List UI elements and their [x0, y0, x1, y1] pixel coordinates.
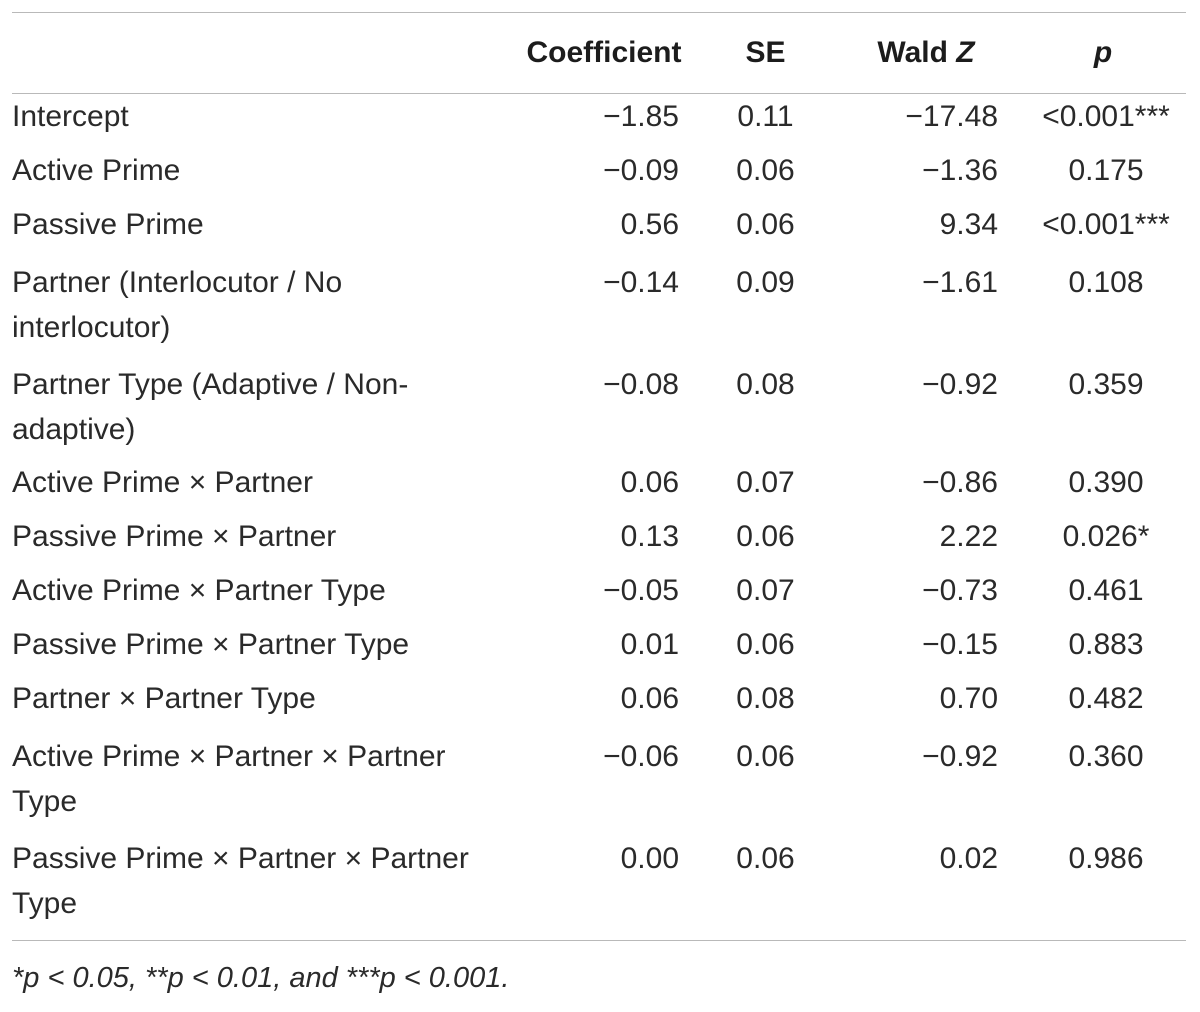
wald-z-cell: −1.61	[922, 266, 998, 299]
p-value-cell: 0.461	[1068, 574, 1144, 607]
regression-table-body: Intercept −1.85 0.11 −17.48 <0.001*** Active …	[12, 94, 1186, 934]
coefficient-cell: 0.00	[620, 842, 679, 875]
header-p: p	[1020, 13, 1186, 93]
table-row: Active Prime × Partner 0.06 0.07 −0.86 0.390	[12, 460, 1186, 514]
se-cell: 0.07	[736, 574, 795, 607]
wald-z-cell: −17.48	[905, 100, 998, 133]
table-row: Passive Prime × Partner Type 0.01 0.06 −0.1…	[12, 622, 1186, 676]
se-cell: 0.06	[736, 154, 795, 187]
se-cell: 0.06	[736, 842, 795, 875]
se-cell: 0.11	[737, 100, 794, 133]
se-cell: 0.06	[736, 628, 795, 661]
row-label: Passive Prime	[12, 208, 204, 241]
coefficient-cell: 0.56	[620, 208, 679, 241]
coefficient-cell: 0.13	[620, 520, 679, 553]
header-wald-z: Wald Z	[832, 13, 1020, 93]
p-value-cell: 0.108	[1068, 266, 1144, 299]
se-cell: 0.08	[736, 368, 795, 401]
row-label: Active Prime	[12, 154, 181, 187]
wald-z-cell: −0.92	[922, 740, 998, 773]
coefficient-cell: 0.01	[620, 628, 679, 661]
row-label: Passive Prime × Partner Type	[12, 628, 410, 661]
p-value-cell: 0.390	[1068, 466, 1144, 499]
table-row: Passive Prime × Partner × Partner Type 0.…	[12, 832, 1186, 934]
row-label: Active Prime × Partner Type	[12, 574, 386, 607]
coefficient-cell: −0.09	[603, 154, 679, 187]
wald-z-cell: 0.02	[939, 842, 998, 875]
wald-z-cell: 2.22	[939, 520, 998, 553]
se-cell: 0.07	[736, 466, 795, 499]
header-p-letter: p	[1093, 36, 1113, 69]
p-value-cell: <0.001***	[1042, 208, 1170, 241]
coefficient-cell: −0.14	[603, 266, 679, 299]
p-value-cell: 0.026*	[1062, 520, 1150, 553]
table-row: Passive Prime 0.56 0.06 9.34 <0.001***	[12, 202, 1186, 256]
row-label: Partner Type (Adaptive / Non-adaptive)	[12, 368, 409, 446]
header-label	[12, 13, 509, 93]
row-label: Passive Prime × Partner × Partner Type	[12, 842, 469, 920]
table-row: Active Prime × Partner Type −0.05 0.07 −0.7…	[12, 568, 1186, 622]
p-value-cell: 0.883	[1068, 628, 1144, 661]
header-wald-z-letter: Z	[956, 36, 975, 69]
wald-z-cell: 9.34	[939, 208, 998, 241]
coefficient-cell: −0.05	[603, 574, 679, 607]
row-label: Partner (Interlocutor / No interlocutor)	[12, 266, 343, 344]
table-body: Intercept −1.85 0.11 −17.48 <0.001*** Active …	[12, 94, 1186, 934]
se-cell: 0.06	[736, 208, 795, 241]
se-cell: 0.09	[736, 266, 795, 299]
coefficient-cell: 0.06	[620, 466, 679, 499]
row-label: Active Prime × Partner × Partner Type	[12, 740, 446, 818]
table-row: Partner (Interlocutor / No interlocutor)…	[12, 256, 1186, 358]
header-rule	[12, 93, 1186, 94]
row-label: Passive Prime × Partner	[12, 520, 337, 553]
se-cell: 0.08	[736, 682, 795, 715]
header-se: SE	[745, 36, 786, 69]
wald-z-cell: −0.92	[922, 368, 998, 401]
coefficient-cell: −1.85	[603, 100, 679, 133]
table-row: Active Prime × Partner × Partner Type −0.…	[12, 730, 1186, 832]
row-label: Active Prime × Partner	[12, 466, 313, 499]
header-wald-prefix: Wald	[877, 36, 957, 69]
bottom-rule	[12, 940, 1186, 941]
table-row: Passive Prime × Partner 0.13 0.06 2.22 0.026…	[12, 514, 1186, 568]
header-coefficient: Coefficient	[526, 36, 682, 69]
significance-footnote: *p < 0.05, **p < 0.01, and ***p < 0.001.	[12, 962, 510, 994]
p-value-cell: 0.175	[1068, 154, 1144, 187]
table-row: Partner Type (Adaptive / Non-adaptive) −0…	[12, 358, 1186, 460]
regression-table-container: Coefficient SE Wald Z p Intercept −1.85 0.…	[12, 12, 1186, 941]
table-row: Intercept −1.85 0.11 −17.48 <0.001***	[12, 94, 1186, 148]
table-row: Partner × Partner Type 0.06 0.08 0.70 0.482	[12, 676, 1186, 730]
top-rule	[12, 12, 1186, 13]
row-label: Partner × Partner Type	[12, 682, 316, 715]
coefficient-cell: −0.06	[603, 740, 679, 773]
p-value-cell: 0.482	[1068, 682, 1144, 715]
wald-z-cell: −1.36	[922, 154, 998, 187]
wald-z-cell: −0.86	[922, 466, 998, 499]
p-value-cell: 0.986	[1068, 842, 1144, 875]
p-value-cell: 0.360	[1068, 740, 1144, 773]
coefficient-cell: 0.06	[620, 682, 679, 715]
wald-z-cell: −0.73	[922, 574, 998, 607]
se-cell: 0.06	[736, 740, 795, 773]
wald-z-cell: −0.15	[922, 628, 998, 661]
coefficient-cell: −0.08	[603, 368, 679, 401]
header-row: Coefficient SE Wald Z p	[12, 13, 1186, 93]
wald-z-cell: 0.70	[939, 682, 998, 715]
regression-table: Coefficient SE Wald Z p	[12, 13, 1186, 93]
se-cell: 0.06	[736, 520, 795, 553]
p-value-cell: <0.001***	[1042, 100, 1170, 133]
row-label: Intercept	[12, 100, 129, 133]
table-row: Active Prime −0.09 0.06 −1.36 0.175	[12, 148, 1186, 202]
p-value-cell: 0.359	[1068, 368, 1144, 401]
